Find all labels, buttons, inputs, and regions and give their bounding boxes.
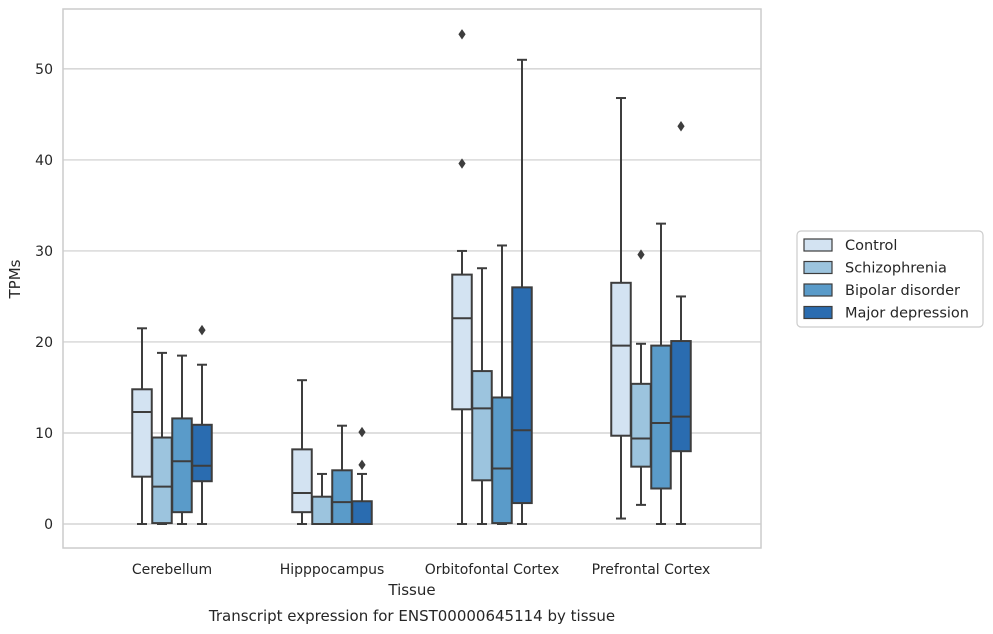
box-major-depression <box>511 58 533 525</box>
outlier-point <box>458 29 466 40</box>
box-iqr <box>131 388 153 478</box>
box-iqr <box>471 370 493 482</box>
legend-label: Control <box>845 238 897 254</box>
y-tick-label: 0 <box>44 517 53 533</box>
box-major-depression <box>670 121 692 525</box>
box-bipolar-disorder <box>491 244 513 525</box>
box-schizophrenia <box>630 249 652 506</box>
box-iqr <box>151 436 173 525</box>
box-iqr <box>191 423 213 483</box>
x-tick-labels: Cerebellum Hipppocampus Orbitofontal Corte… <box>132 562 710 578</box>
y-tick-label: 40 <box>35 153 53 169</box>
legend-label: Major depression <box>845 306 969 322</box>
y-tick-label: 30 <box>35 244 53 260</box>
y-tick-label: 20 <box>35 335 53 351</box>
box-bipolar-disorder <box>331 424 353 525</box>
box-iqr <box>291 448 313 514</box>
x-tick-label: Orbitofontal Cortex <box>425 562 560 578</box>
box-schizophrenia <box>151 351 173 525</box>
box-control <box>131 327 153 525</box>
legend-swatch <box>803 260 833 275</box>
box-iqr <box>451 273 473 411</box>
plot-frame <box>62 8 762 549</box>
box-schizophrenia <box>471 267 493 525</box>
box-iqr <box>311 495 333 525</box>
box-iqr <box>610 281 632 437</box>
outlier-point <box>458 158 466 169</box>
box-iqr <box>171 417 193 514</box>
box-iqr <box>630 382 652 468</box>
box-series-group <box>131 29 692 525</box>
y-tick-label: 50 <box>35 62 53 78</box>
outlier-point <box>637 249 645 260</box>
y-axis-title: TPMs <box>6 259 24 299</box>
x-axis-title: Tissue <box>387 581 435 599</box>
box-iqr <box>351 500 373 525</box>
box-bipolar-disorder <box>650 222 672 525</box>
x-tick-label: Prefrontal Cortex <box>592 562 711 578</box>
box-major-depression <box>191 324 213 525</box>
legend-label: Bipolar disorder <box>845 283 960 299</box>
legend-swatch <box>803 305 833 320</box>
box-iqr <box>511 286 533 505</box>
legend-label: Schizophrenia <box>845 261 947 277</box>
legend: Control Schizophrenia Bipolar disorder Majo… <box>796 230 984 328</box>
box-iqr <box>650 344 672 490</box>
box-iqr <box>331 469 353 525</box>
box-iqr <box>491 396 513 525</box>
box-control <box>451 29 473 525</box>
legend-swatch <box>803 238 833 252</box>
outlier-point <box>358 426 366 438</box>
box-control <box>291 379 313 525</box>
y-tick-label: 10 <box>35 426 53 442</box>
chart-caption: Transcript expression for ENST0000064511… <box>208 607 615 625</box>
outlier-point <box>677 121 685 132</box>
x-tick-label: Hipppocampus <box>280 562 385 578</box>
legend-frame <box>796 230 984 328</box>
box-major-depression <box>351 426 373 525</box>
outlier-point <box>358 459 366 471</box>
box-control <box>610 97 632 520</box>
box-bipolar-disorder <box>171 354 193 525</box>
box-schizophrenia <box>311 472 333 525</box>
x-tick-label: Cerebellum <box>132 562 212 578</box>
box-iqr <box>670 340 692 453</box>
outlier-point <box>198 324 206 336</box>
y-tick-labels: 0 10 20 30 40 50 <box>35 62 53 533</box>
legend-swatch <box>803 283 833 297</box>
